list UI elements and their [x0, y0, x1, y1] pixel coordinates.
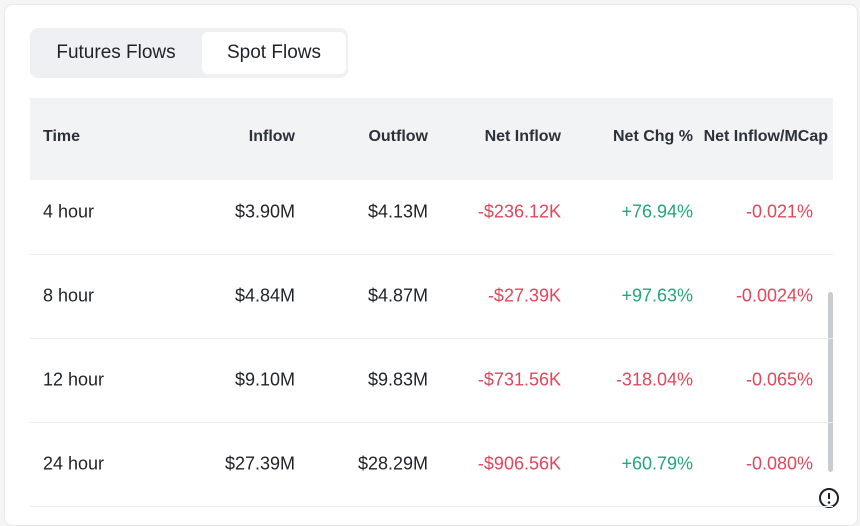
table-cell: $4.84M — [234, 285, 295, 306]
table-cell: -0.0024% — [735, 285, 813, 306]
column-header: Net Chg % — [613, 128, 693, 145]
card — [4, 4, 858, 526]
feedback-icon[interactable] — [808, 482, 848, 512]
table-cell: -0.080% — [745, 453, 813, 474]
table-cell: $9.83M — [367, 369, 428, 390]
table-cell: 24 hour — [43, 453, 105, 474]
table-cell: -318.04% — [615, 369, 693, 390]
table-cell: -$236.12K — [477, 201, 561, 222]
table-cell: 8 hour — [43, 285, 95, 306]
column-header: Net Inflow — [484, 128, 561, 145]
scrollbar[interactable] — [828, 292, 833, 472]
table-cell: $3.90M — [234, 201, 295, 222]
table-cell: 12 hour — [43, 369, 105, 390]
column-header: Outflow — [368, 128, 428, 145]
table-cell: 4 hour — [43, 201, 95, 222]
row-divider — [30, 506, 833, 507]
table-cell: -0.065% — [745, 369, 813, 390]
row-divider — [30, 338, 833, 339]
tab[interactable]: Futures Flows — [56, 42, 176, 63]
table-cell: +76.94% — [621, 201, 693, 222]
column-header: Time — [43, 128, 81, 145]
table-cell: $4.87M — [367, 285, 428, 306]
table-cell: $9.10M — [234, 369, 295, 390]
table-header — [30, 98, 833, 180]
table-cell: -$731.56K — [477, 369, 561, 390]
row-divider — [30, 254, 833, 255]
table-cell: +97.63% — [621, 285, 693, 306]
table-cell: $4.13M — [367, 201, 428, 222]
table-cell: $27.39M — [224, 453, 295, 474]
table-cell: $28.29M — [357, 453, 428, 474]
table-cell: -$906.56K — [477, 453, 561, 474]
column-header: Inflow — [248, 128, 295, 145]
row-divider — [30, 422, 833, 423]
table-cell: -$27.39K — [487, 285, 561, 306]
page: (() => { const data = JSON.parse(documen… — [4, 4, 858, 526]
table-cell: +60.79% — [621, 453, 693, 474]
column-header: Net Inflow/MCap — [703, 128, 828, 145]
tab[interactable]: Spot Flows — [202, 32, 346, 74]
table-cell: -0.021% — [745, 201, 813, 222]
